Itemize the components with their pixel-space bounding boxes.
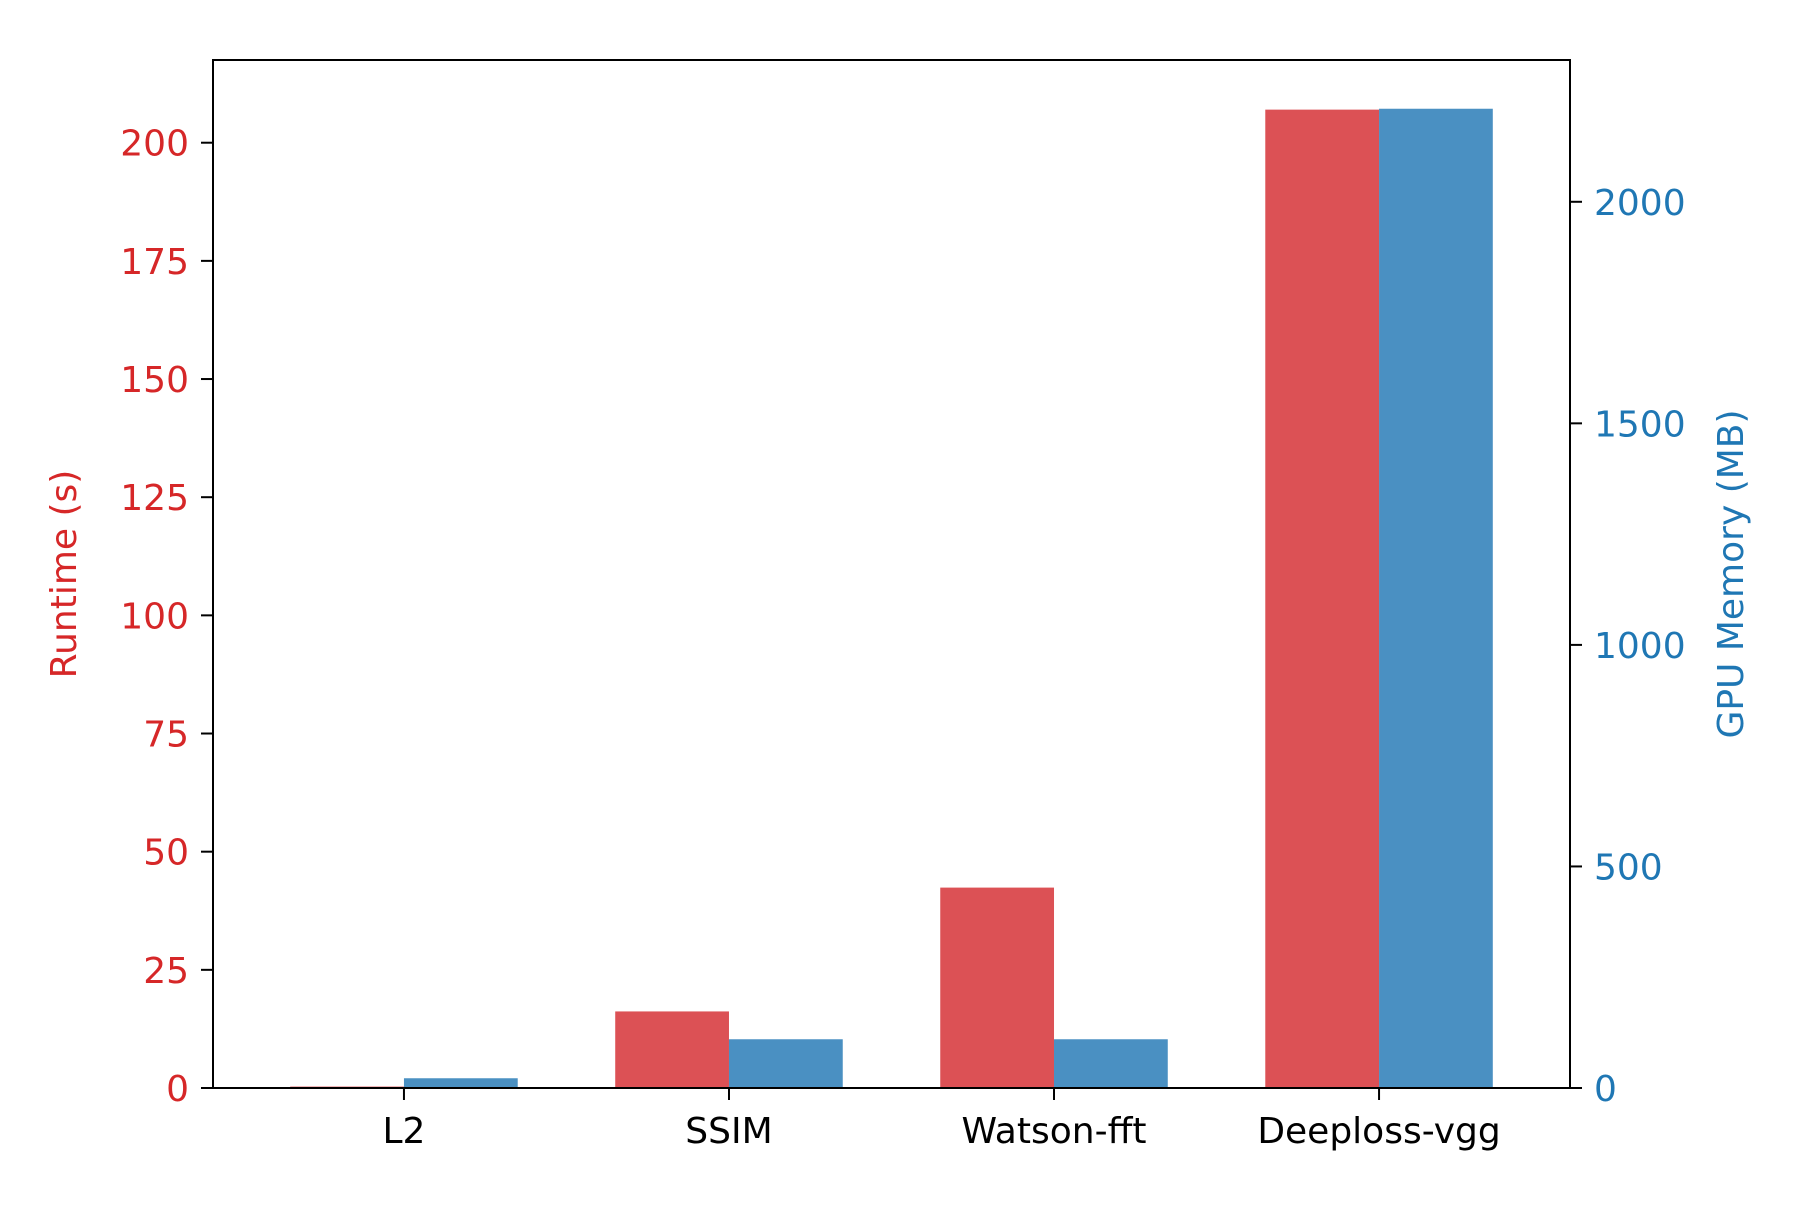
- right-tick-label: 1000: [1594, 626, 1686, 667]
- bar-runtime-1: [615, 1011, 729, 1088]
- x-tick-label: L2: [382, 1111, 425, 1152]
- left-tick-label: 175: [120, 242, 189, 283]
- right-axis: 0 500 1000 1500 2000: [1570, 183, 1686, 1110]
- bar-gpu-memory-2: [1054, 1039, 1168, 1088]
- left-axis: 0 25 50 75 100 125 150 175 200: [120, 124, 213, 1110]
- bar-gpu-memory-1: [728, 1039, 843, 1088]
- bar-gpu-memory-3: [1379, 108, 1493, 1089]
- x-axis: L2 SSIM Watson-fft Deeploss-vgg: [382, 1088, 1501, 1152]
- plot-frame: [212, 59, 1571, 1089]
- right-tick-label: 0: [1594, 1069, 1617, 1110]
- right-tick-label: 1500: [1594, 404, 1686, 445]
- x-tick-label: SSIM: [685, 1111, 772, 1152]
- left-tick-label: 200: [120, 124, 189, 165]
- left-tick-label: 150: [120, 360, 189, 401]
- bar-gpu-memory-0: [403, 1078, 518, 1088]
- left-tick-label: 125: [120, 478, 189, 519]
- left-tick-label: 75: [143, 715, 189, 756]
- x-tick-label: Deeploss-vgg: [1257, 1111, 1500, 1152]
- left-tick-label: 100: [120, 596, 189, 637]
- right-tick-label: 2000: [1594, 183, 1686, 224]
- right-axis-label: GPU Memory (MB): [1711, 409, 1752, 738]
- left-tick-label: 50: [143, 833, 189, 874]
- x-tick-label: Watson-fft: [962, 1111, 1147, 1152]
- right-tick-label: 500: [1594, 847, 1663, 888]
- bar-runtime-3: [1265, 109, 1380, 1088]
- left-axis-label: Runtime (s): [44, 470, 85, 679]
- bars-group: [290, 108, 1493, 1089]
- bar-runtime-2: [940, 887, 1055, 1088]
- left-tick-label: 25: [143, 951, 189, 992]
- left-tick-label: 0: [166, 1069, 189, 1110]
